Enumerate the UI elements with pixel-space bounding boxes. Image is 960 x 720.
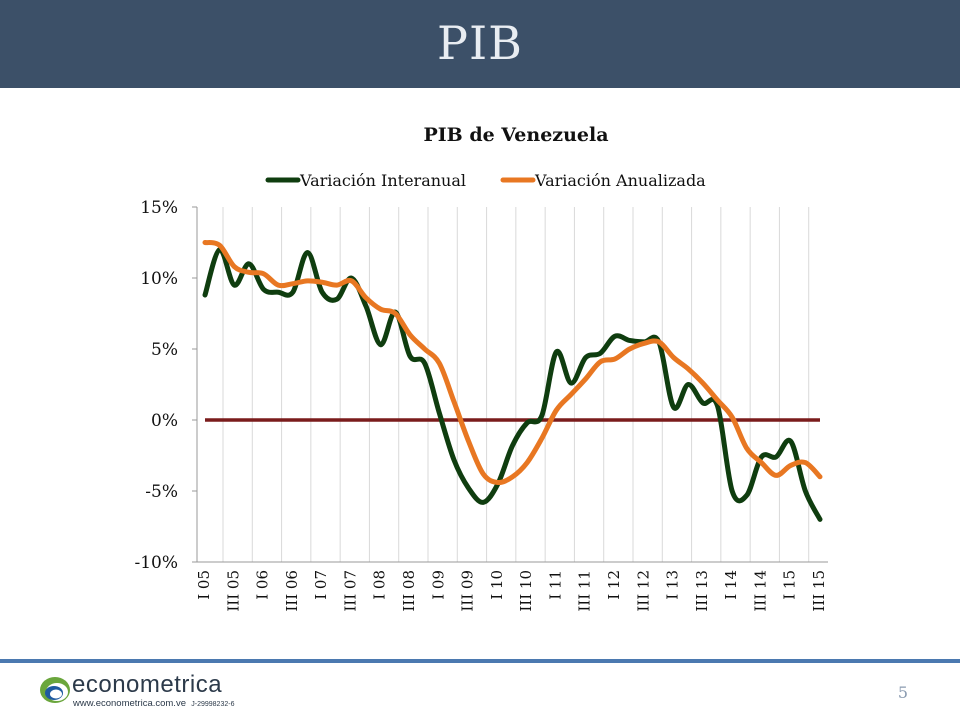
y-tick-label: 5% bbox=[151, 340, 178, 360]
x-tick-label: III 06 bbox=[283, 570, 301, 612]
x-tick-label: III 12 bbox=[634, 570, 652, 612]
header-bar bbox=[0, 0, 960, 88]
y-tick-label: -5% bbox=[145, 482, 178, 502]
x-tick-label: I 10 bbox=[488, 570, 506, 600]
logo-rif: J-29998232-6 bbox=[191, 701, 235, 708]
x-tick-label: I 13 bbox=[664, 570, 682, 600]
x-tick-label: III 14 bbox=[751, 570, 769, 612]
legend-label-interanual: Variación Interanual bbox=[299, 171, 466, 190]
x-tick-label: I 06 bbox=[254, 570, 272, 600]
legend: Variación Interanual Variación Anualizad… bbox=[265, 171, 706, 190]
y-tick-label: 10% bbox=[140, 269, 178, 289]
x-tick-label: III 09 bbox=[459, 570, 477, 612]
x-tick-label: III 08 bbox=[400, 570, 418, 612]
x-tick-label: III 15 bbox=[810, 570, 828, 612]
x-tick-label: III 07 bbox=[341, 570, 359, 612]
x-tick-label: I 15 bbox=[781, 570, 799, 600]
econometrica-logo bbox=[40, 677, 70, 703]
y-tick-label: 0% bbox=[151, 411, 178, 431]
x-tick-label: I 07 bbox=[312, 570, 330, 600]
x-tick-label: I 14 bbox=[722, 570, 740, 600]
x-tick-label: I 12 bbox=[605, 570, 623, 600]
chart-title: PIB de Venezuela bbox=[423, 124, 608, 146]
y-tick-labels: 15% 10% 5% 0% -5% -10% bbox=[134, 198, 197, 573]
x-tick-label: I 08 bbox=[371, 570, 389, 600]
series-lines bbox=[202, 240, 823, 522]
x-tick-label: I 05 bbox=[195, 570, 213, 600]
y-tick-label: 15% bbox=[140, 198, 178, 218]
legend-label-anualizada: Variación Anualizada bbox=[534, 171, 706, 190]
slide-title: PIB bbox=[437, 16, 523, 70]
x-tick-label: I 11 bbox=[546, 570, 564, 600]
line-chart: PIB de Venezuela Variación Interanual Va… bbox=[134, 124, 828, 612]
x-tick-label: III 13 bbox=[693, 570, 711, 612]
x-tick-label: III 05 bbox=[224, 570, 242, 612]
grid bbox=[222, 207, 810, 562]
logo-website: www.econometrica.com.ve J-29998232-6 bbox=[73, 698, 234, 709]
logo-wordmark: econometrica bbox=[72, 671, 223, 698]
footer-divider bbox=[0, 659, 960, 663]
series-line-interanual bbox=[202, 247, 823, 522]
x-tick-label: I 09 bbox=[429, 570, 447, 600]
logo-url: www.econometrica.com.ve bbox=[73, 698, 186, 709]
x-tick-labels: I 05 III 05 I 06 III 06 I 07 III 07 I 08 III 08… bbox=[195, 570, 828, 612]
x-tick-label: III 10 bbox=[517, 570, 535, 612]
series-line-anualizada bbox=[202, 240, 823, 486]
axes bbox=[196, 207, 828, 563]
page-number: 5 bbox=[897, 683, 908, 702]
y-tick-label: -10% bbox=[134, 553, 178, 573]
x-tick-label: III 11 bbox=[576, 570, 594, 612]
